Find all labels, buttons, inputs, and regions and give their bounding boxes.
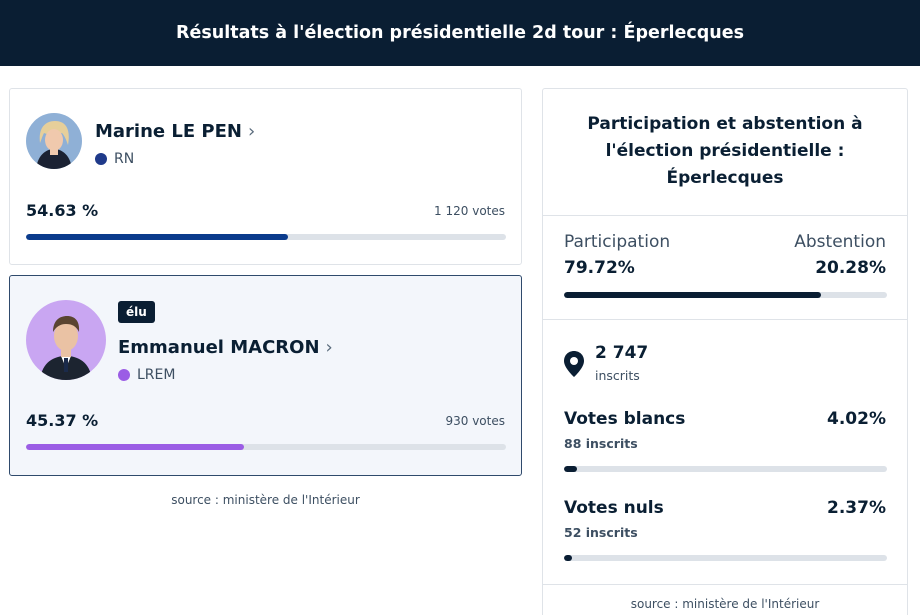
candidate-name-text: Marine LE PEN: [95, 121, 242, 142]
participation-bar: [564, 292, 887, 298]
vote-bar: [26, 444, 506, 450]
avatar: [26, 113, 82, 169]
participation-card: Participation et abstention à l'élection…: [542, 88, 908, 615]
elected-badge: élu: [118, 301, 155, 323]
votes-blancs-bar: [564, 466, 887, 472]
candidate-name[interactable]: Marine LE PEN ›: [95, 121, 255, 142]
chevron-right-icon: ›: [325, 337, 333, 358]
votes-nuls-label: Votes nuls: [564, 498, 664, 518]
votes-blancs-sub: 88 inscrits: [564, 436, 638, 451]
party-name: RN: [114, 151, 135, 167]
participation-bar-fill: [564, 292, 822, 298]
avatar: [26, 300, 106, 380]
participation-title: Participation et abstention à l'élection…: [587, 114, 863, 188]
candidate-name[interactable]: Emmanuel MACRON ›: [118, 337, 333, 358]
party-label: LREM: [118, 367, 175, 383]
vote-bar-fill: [26, 444, 244, 450]
vote-percent: 45.37 %: [26, 411, 99, 430]
votes-nuls-sub: 52 inscrits: [564, 525, 638, 540]
candidate-card-lepen[interactable]: Marine LE PEN › RN 54.63 % 1 120 votes: [9, 88, 522, 265]
inscrits-count: 2 747: [595, 343, 649, 363]
party-name: LREM: [137, 367, 176, 383]
participation-label: Participation: [564, 232, 671, 252]
source-note: source : ministère de l'Intérieur: [171, 493, 360, 507]
source-note: source : ministère de l'Intérieur: [630, 597, 820, 611]
participation-value: 79.72%: [564, 258, 635, 278]
votes-nuls-value: 2.37%: [827, 498, 886, 518]
chevron-right-icon: ›: [247, 121, 256, 142]
votes-blancs-label: Votes blancs: [564, 409, 686, 429]
candidate-name-text: Emmanuel MACRON: [118, 337, 320, 358]
page-header: Résultats à l'élection présidentielle 2d…: [0, 0, 920, 66]
vote-count: 930 votes: [445, 414, 505, 428]
abstention-value: 20.28%: [815, 258, 886, 278]
candidate-card-macron[interactable]: élu Emmanuel MACRON › LREM 45.37 % 930 vo…: [9, 275, 522, 476]
abstention-label: Abstention: [794, 232, 886, 252]
party-dot-icon: [118, 369, 130, 381]
party-dot-icon: [95, 153, 107, 165]
party-label: RN: [95, 151, 134, 167]
votes-blancs-value: 4.02%: [827, 409, 886, 429]
vote-percent: 54.63 %: [26, 201, 99, 220]
vote-count: 1 120 votes: [434, 204, 505, 218]
vote-bar-fill: [26, 234, 289, 240]
votes-nuls-bar: [564, 555, 887, 561]
votes-blancs-bar-fill: [564, 466, 577, 472]
votes-nuls-bar-fill: [564, 555, 572, 561]
page-title: Résultats à l'élection présidentielle 2d…: [175, 23, 744, 43]
location-pin-icon: [563, 350, 585, 378]
divider: [543, 215, 907, 216]
inscrits-label: inscrits: [595, 368, 640, 383]
vote-bar: [26, 234, 506, 240]
divider: [543, 319, 907, 320]
divider: [543, 584, 907, 585]
